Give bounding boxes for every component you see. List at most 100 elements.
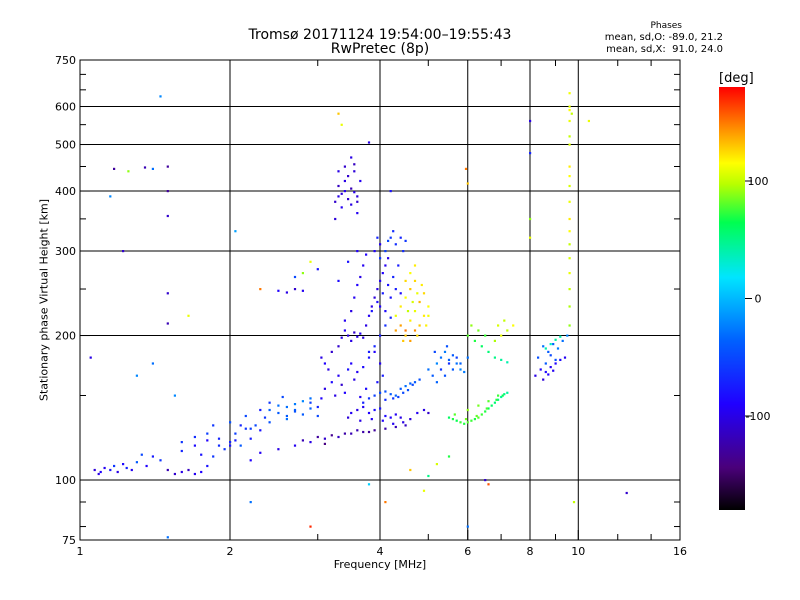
data-point [463, 422, 466, 425]
x-tick-label: 16 [673, 545, 687, 558]
data-point [463, 370, 466, 374]
data-point [113, 167, 116, 170]
data-point [447, 362, 451, 365]
data-point [323, 362, 326, 365]
data-point [259, 451, 262, 454]
data-point [373, 394, 376, 397]
data-point [487, 483, 490, 486]
y-tick-label: 300 [55, 245, 76, 258]
data-point [413, 279, 417, 282]
data-point [301, 439, 304, 442]
data-point [212, 424, 215, 427]
data-point [404, 239, 407, 242]
data-point [556, 347, 560, 350]
data-point [485, 407, 488, 410]
data-point [381, 374, 384, 377]
data-point [435, 463, 438, 466]
data-point [497, 398, 500, 401]
data-point [353, 163, 356, 166]
data-point [427, 368, 430, 371]
data-point [379, 305, 382, 308]
data-point [367, 483, 371, 486]
data-point [566, 334, 569, 337]
data-point [439, 356, 443, 359]
data-point [399, 416, 402, 419]
data-point [362, 336, 365, 339]
data-point [379, 257, 382, 260]
data-point [356, 250, 359, 253]
data-point [166, 190, 169, 193]
data-point [229, 441, 232, 444]
data-point [409, 418, 412, 421]
data-point [340, 383, 343, 386]
data-point [544, 362, 547, 365]
data-point [373, 350, 376, 353]
data-point [487, 350, 490, 353]
data-point [466, 525, 469, 528]
data-point [547, 373, 550, 376]
data-point [503, 319, 506, 322]
data-point [384, 324, 387, 327]
data-point [568, 143, 571, 146]
data-point [480, 345, 483, 348]
data-point [404, 424, 407, 427]
data-point [497, 394, 500, 397]
y-tick-label: 500 [55, 139, 76, 152]
data-point [159, 95, 162, 98]
data-point [116, 470, 119, 474]
data-point [493, 356, 496, 359]
data-point [370, 418, 373, 421]
data-point [568, 324, 571, 327]
x-tick-label: 4 [377, 545, 384, 558]
data-point [323, 437, 326, 440]
data-point [490, 404, 493, 407]
data-point [554, 358, 557, 361]
data-point [301, 272, 304, 275]
data-point [402, 339, 405, 342]
data-point [568, 105, 571, 108]
data-point [381, 419, 384, 422]
data-point [544, 370, 547, 374]
data-point [387, 239, 390, 242]
data-point [409, 339, 412, 342]
data-point [347, 416, 350, 419]
chart-title: Tromsø 20171124 19:54:00–19:55:43 [248, 27, 512, 43]
data-point [427, 411, 430, 415]
data-point [404, 334, 407, 337]
data-point [568, 165, 571, 168]
data-point [552, 343, 555, 346]
data-point [330, 381, 333, 384]
data-point [212, 455, 215, 458]
data-point [542, 345, 545, 348]
data-point [572, 501, 576, 504]
data-point [343, 190, 346, 193]
data-point [487, 400, 490, 403]
data-point [323, 387, 326, 390]
data-point [356, 408, 359, 412]
data-point [89, 356, 92, 359]
data-point [381, 272, 384, 275]
data-point [309, 441, 312, 444]
colorbar-unit-label: [deg] [719, 71, 754, 86]
data-point [554, 362, 557, 365]
data-point [200, 453, 203, 456]
data-point [343, 179, 346, 183]
data-point [206, 464, 209, 468]
data-point [350, 156, 353, 159]
data-point [316, 268, 319, 271]
x-tick-label: 8 [527, 545, 534, 558]
data-point [394, 394, 397, 397]
data-point [561, 339, 564, 342]
data-point [418, 378, 421, 381]
x-tick-label: 6 [464, 545, 471, 558]
colorbar-tick-label: 100 [748, 175, 769, 188]
data-point [493, 401, 496, 404]
data-point [484, 410, 487, 413]
data-point [500, 395, 503, 399]
data-point [402, 421, 405, 424]
data-point [379, 243, 382, 246]
data-point [309, 260, 312, 263]
data-point [353, 331, 356, 334]
data-point [406, 310, 410, 313]
data-point [402, 391, 405, 394]
